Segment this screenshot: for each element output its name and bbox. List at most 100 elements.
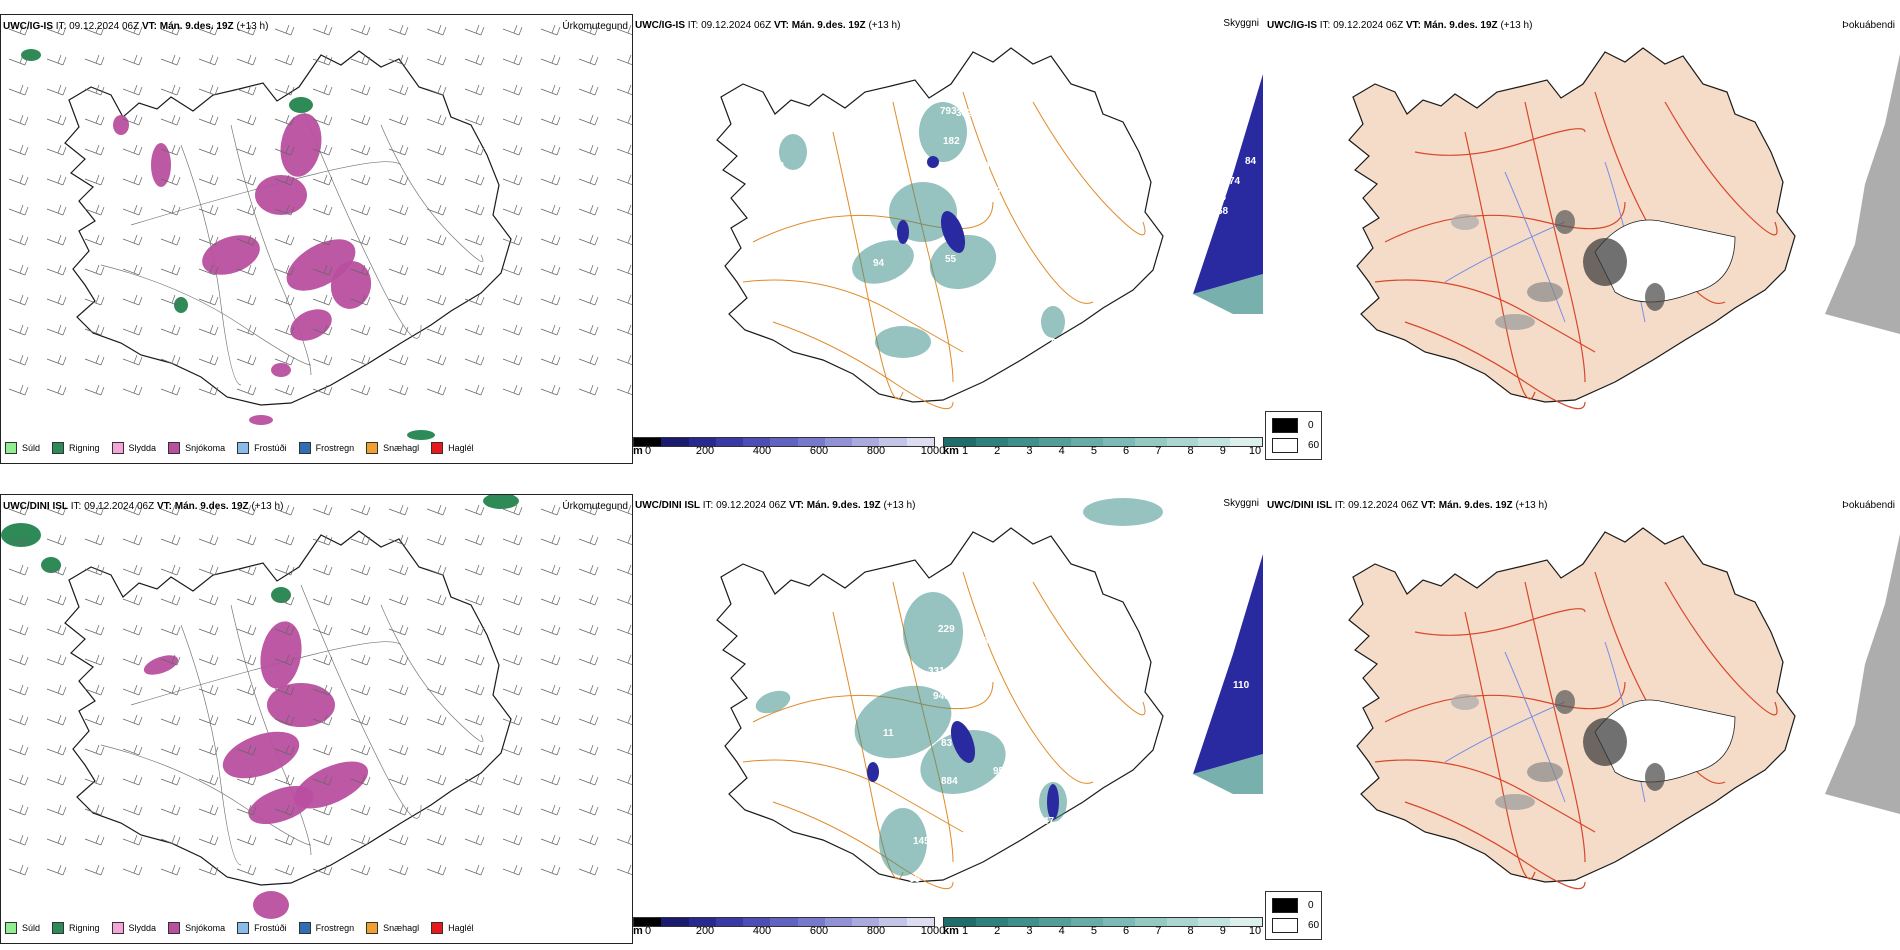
- wind-barb: [616, 114, 632, 125]
- road: [1374, 279, 1596, 353]
- wind-barb: [274, 114, 295, 126]
- low-cloud-area: [950, 721, 976, 763]
- colorbar-step: [1166, 918, 1199, 926]
- wind-barb: [8, 714, 29, 726]
- iceland-precip-map: [1, 495, 632, 919]
- road: [1414, 608, 1586, 636]
- wind-barb: [312, 774, 333, 786]
- precip-legend-item: Snjókoma: [168, 442, 225, 454]
- colorbar-step: [975, 438, 1008, 446]
- wind-barb: [616, 864, 632, 875]
- wind-barb: [160, 324, 181, 336]
- colorbar-tick: 5: [1090, 925, 1097, 937]
- wind-barb: [426, 324, 447, 336]
- legend-swatch: [366, 442, 379, 454]
- wind-barb: [236, 624, 257, 636]
- wind-barb: [8, 354, 29, 366]
- wind-barb: [464, 714, 485, 726]
- wind-barb: [350, 234, 371, 246]
- wind-barb: [578, 54, 599, 66]
- wind-barb: [8, 534, 29, 546]
- wind-barb: [312, 174, 333, 186]
- wind-barb: [312, 204, 333, 216]
- wind-barb: [426, 744, 447, 756]
- wind-barb: [160, 174, 181, 186]
- road: [1524, 581, 1586, 863]
- wind-barb: [540, 234, 561, 246]
- legend-label: Slydda: [128, 923, 157, 933]
- road: [1384, 201, 1626, 243]
- wind-barb: [160, 24, 181, 36]
- map-group: [716, 498, 1164, 890]
- wind-barb: [540, 774, 561, 786]
- wind-barb: [540, 594, 561, 606]
- wind-barb: [578, 654, 599, 666]
- legend-swatch: [5, 922, 17, 934]
- offshore-cloud-area: [1193, 74, 1263, 294]
- colorbar-step: [715, 438, 744, 446]
- wind-barb: [236, 714, 257, 726]
- legend-swatch: [5, 442, 17, 454]
- wind-barb: [464, 744, 485, 756]
- wind-barb: [312, 84, 333, 96]
- wind-barb: [350, 624, 371, 636]
- wind-barb: [388, 264, 409, 276]
- wind-barb: [46, 804, 67, 816]
- fog-area: [1451, 694, 1479, 710]
- wind-barb: [198, 354, 219, 366]
- wind-barb: [616, 264, 632, 275]
- rain-area: [1, 523, 41, 547]
- wind-barb: [578, 174, 599, 186]
- wind-barb: [388, 204, 409, 216]
- road: [1032, 101, 1146, 236]
- colorbar-step: [824, 438, 853, 446]
- wind-barb: [426, 144, 447, 156]
- map-group: [21, 49, 512, 440]
- wind-barb: [502, 144, 523, 156]
- wind-barb: [122, 234, 143, 246]
- wind-barb: [464, 834, 485, 846]
- fog-legend: 0 60: [1265, 891, 1322, 940]
- snow-area: [280, 113, 322, 177]
- cloud-visibility-panel-bottom: 229 634 331 949 11 83 89 95 121 884 47 145 98 163 65 11…: [633, 494, 1263, 942]
- wind-barb: [502, 24, 523, 36]
- fog-legend-label: 60: [1308, 920, 1320, 931]
- wind-barb: [160, 564, 181, 576]
- wind-barb: [274, 534, 295, 546]
- wind-barb: [160, 684, 181, 696]
- colorbar-tick: 600: [809, 925, 829, 937]
- snow-area: [143, 655, 179, 675]
- wind-barb: [616, 174, 632, 185]
- legend-swatch: [237, 922, 250, 934]
- wind-barb: [502, 54, 523, 66]
- wind-barb: [122, 24, 143, 36]
- offshore-fog-area: [1825, 54, 1900, 334]
- wind-barb: [540, 504, 561, 516]
- wind-barb: [350, 384, 371, 396]
- wind-barb: [350, 144, 371, 156]
- legend-label: Frostúði: [254, 443, 287, 453]
- colorbar-tick: 10: [1248, 925, 1262, 937]
- wind-barb: [578, 684, 599, 696]
- cloud-base-unit: m: [633, 445, 643, 457]
- colorbar-step: [634, 918, 662, 926]
- wind-barb: [312, 24, 333, 36]
- wind-barb: [578, 24, 599, 36]
- precip-type-label: Úrkomutegund: [562, 21, 628, 32]
- wind-barb: [464, 264, 485, 276]
- road: [100, 744, 312, 846]
- wind-barb: [160, 624, 181, 636]
- wind-barb: [616, 564, 632, 575]
- legend-label: Frostúði: [254, 923, 287, 933]
- wind-barb: [312, 744, 333, 756]
- colorbar-step: [743, 438, 771, 446]
- map-group: [1348, 47, 1796, 410]
- wind-barb: [312, 234, 333, 246]
- road: [1464, 131, 1536, 400]
- wind-barb: [122, 84, 143, 96]
- road: [962, 571, 1094, 784]
- legend-label: Haglél: [448, 923, 474, 933]
- wind-barb: [84, 264, 105, 276]
- wind-barb: [84, 204, 105, 216]
- snow-area: [290, 309, 332, 341]
